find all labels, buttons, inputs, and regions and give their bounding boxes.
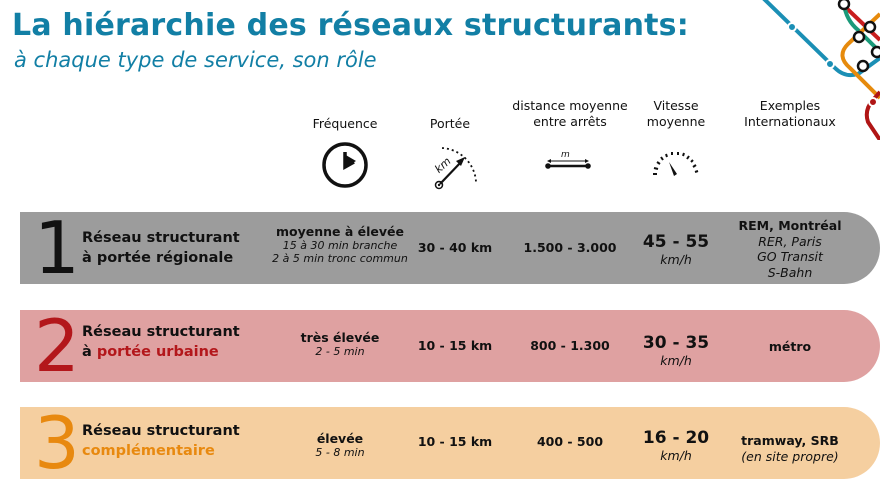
column-header-stop-distance: distance moyenne entre arrêts <box>500 98 640 130</box>
column-header-speed: Vitesse moyenne <box>636 98 716 130</box>
example-item: (en site propre) <box>741 448 839 464</box>
speed-value: 30 - 35 <box>642 333 710 353</box>
column-header-line: Internationaux <box>744 114 836 129</box>
column-header-line: entre arrêts <box>533 114 607 129</box>
page-subtitle: à chaque type de service, son rôle <box>14 48 377 72</box>
column-header-line: distance moyenne <box>512 98 628 113</box>
row-name: Réseau structurant à portée régionale <box>82 228 240 268</box>
speed-unit: km/h <box>660 448 692 463</box>
row-name: Réseau structurant complémentaire <box>82 421 240 461</box>
example-item: tramway, SRB <box>741 433 839 448</box>
row-name-accent: complémentaire <box>82 443 215 459</box>
frequency-main: très élevée <box>300 330 380 345</box>
speed-value: 16 - 20 <box>642 428 710 448</box>
row-name-line1: Réseau structurant <box>82 423 240 439</box>
row-number: 1 <box>34 206 80 290</box>
column-header-line: Exemples <box>759 98 821 113</box>
frequency-cell: très élevée 2 - 5 min <box>270 330 410 358</box>
row-name-line2: à portée urbaine <box>82 342 240 362</box>
speed-cell: 45 - 55 km/h <box>636 232 716 267</box>
row-name-line1: Réseau structurant <box>82 324 240 340</box>
row-name-prefix: à <box>82 344 97 360</box>
example-item: RER, Paris <box>758 233 822 249</box>
frequency-cell: élevée 5 - 8 min <box>270 431 410 459</box>
row-number: 3 <box>34 401 80 485</box>
speed-unit: km/h <box>660 353 692 368</box>
frequency-cell: moyenne à élevée 15 à 30 min branche 2 à… <box>270 224 410 265</box>
speed-cell: 16 - 20 km/h <box>636 428 716 463</box>
row-name-line2: à portée régionale <box>82 250 234 266</box>
range-cell: 10 - 15 km <box>417 338 493 353</box>
examples-cell: REM, Montréal RER, Paris GO Transit S-Ba… <box>725 218 855 280</box>
stop-distance-cell: 800 - 1.300 <box>530 338 610 353</box>
example-item: GO Transit <box>757 249 823 264</box>
frequency-main: élevée <box>316 431 364 446</box>
clock-icon <box>322 142 368 188</box>
column-header-line: moyenne <box>646 114 706 129</box>
range-cell: 10 - 15 km <box>417 434 493 449</box>
row-number: 2 <box>34 304 80 388</box>
stop-distance-icon: m <box>545 150 591 169</box>
column-header-examples: Exemples Internationaux <box>730 98 850 130</box>
speed-value: 45 - 55 <box>642 232 710 252</box>
examples-cell: tramway, SRB (en site propre) <box>725 433 855 464</box>
hierarchy-row-3: 3 Réseau structurant complémentaire élev… <box>20 401 880 485</box>
hierarchy-row-1: 1 Réseau structurant à portée régionale … <box>20 206 880 290</box>
range-km-icon: km <box>432 147 477 190</box>
frequency-detail: 15 à 30 min branche <box>282 239 398 252</box>
svg-text:m: m <box>561 150 570 160</box>
frequency-detail: 5 - 8 min <box>315 446 365 459</box>
metro-lines-icon <box>762 0 880 140</box>
speed-cell: 30 - 35 km/h <box>636 333 716 368</box>
stop-distance-cell: 1.500 - 3.000 <box>523 240 617 255</box>
column-header-range: Portée <box>429 116 471 131</box>
speedometer-icon <box>653 152 699 176</box>
frequency-detail: 2 - 5 min <box>315 345 365 358</box>
example-item: REM, Montréal <box>738 218 842 233</box>
examples-cell: métro <box>725 339 855 355</box>
hierarchy-row-2: 2 Réseau structurant à portée urbaine tr… <box>20 304 880 388</box>
row-name: Réseau structurant à portée urbaine <box>82 322 240 362</box>
column-header-frequency: Fréquence <box>312 116 378 131</box>
row-name-line1: Réseau structurant <box>82 230 240 246</box>
page-title: La hiérarchie des réseaux structurants: <box>12 8 689 43</box>
row-name-accent: portée urbaine <box>96 344 219 360</box>
range-cell: 30 - 40 km <box>417 240 493 255</box>
speed-unit: km/h <box>660 252 692 267</box>
column-header-line: Vitesse <box>653 98 699 113</box>
example-item: S-Bahn <box>767 264 813 280</box>
example-item: métro <box>768 339 812 354</box>
frequency-main: moyenne à élevée <box>276 224 404 239</box>
frequency-detail: 2 à 5 min tronc commun <box>272 252 408 265</box>
stop-distance-cell: 400 - 500 <box>536 434 604 449</box>
